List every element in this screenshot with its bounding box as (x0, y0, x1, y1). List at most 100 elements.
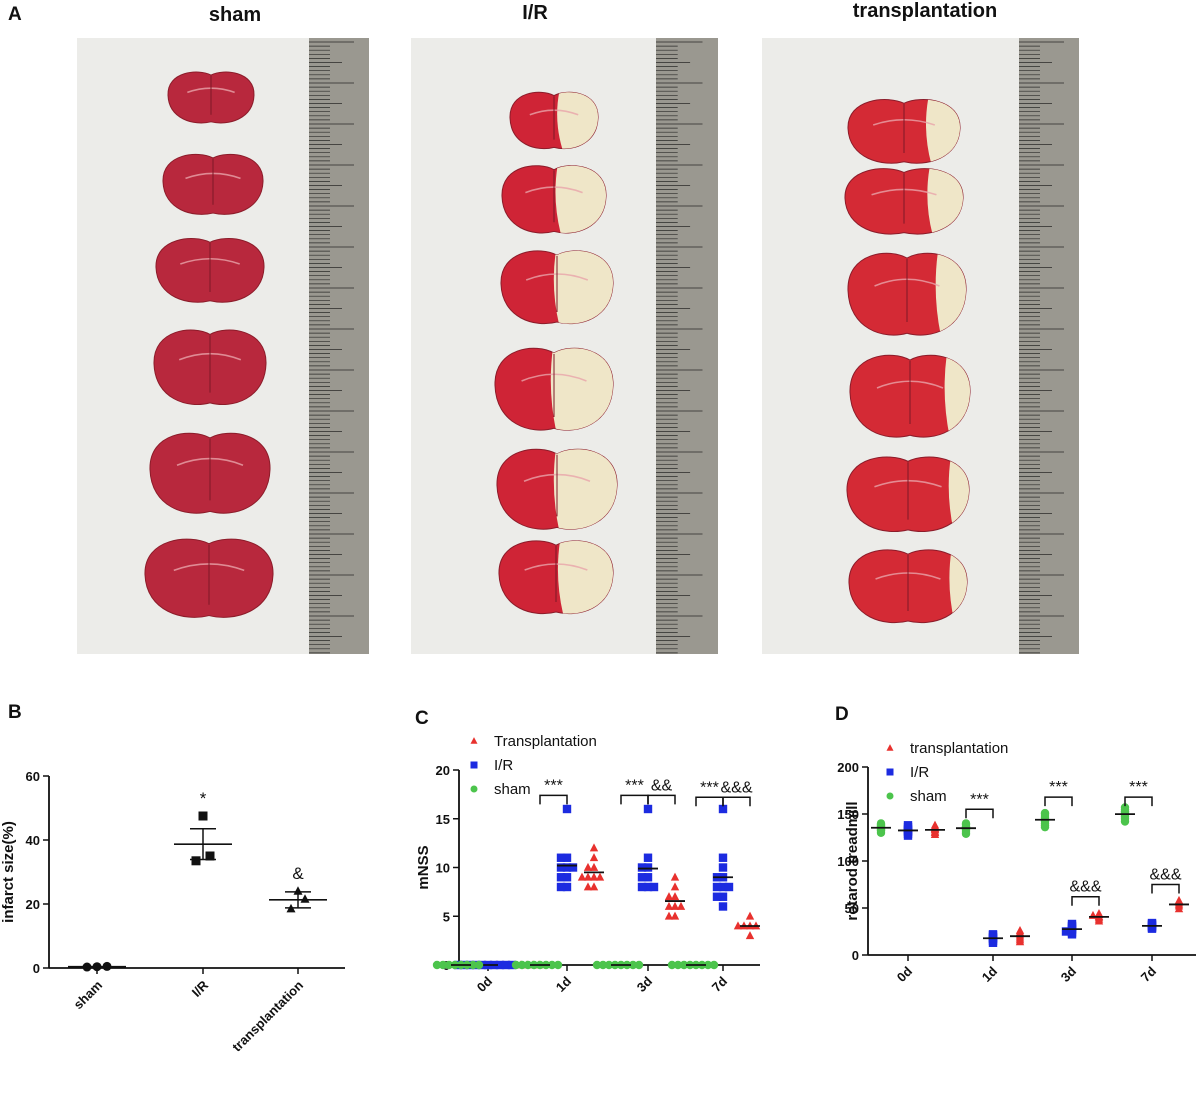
y-tick-label: 200 (837, 760, 859, 775)
data-point (1147, 919, 1157, 929)
data-point (676, 901, 686, 910)
data-point (589, 853, 599, 862)
x-tick-label: 1d (553, 973, 574, 994)
data-point (1067, 921, 1077, 931)
data-point (903, 826, 913, 836)
data-point (903, 831, 913, 840)
data-point (1147, 924, 1157, 933)
brain-slice (162, 153, 264, 215)
data-point (589, 872, 599, 881)
legend-label: sham (494, 781, 531, 798)
significance-label: *** (970, 791, 989, 808)
data-point (988, 930, 998, 939)
data-point (670, 911, 680, 920)
data-point (82, 962, 92, 972)
data-point (930, 823, 940, 832)
legend-marker (470, 737, 478, 744)
y-tick-label: 60 (26, 769, 40, 784)
data-point (198, 811, 208, 821)
infarct-region (944, 355, 971, 438)
brain-slice (849, 354, 971, 438)
brain-slice (167, 71, 255, 124)
data-point (598, 960, 608, 970)
data-point (438, 960, 448, 970)
data-point (930, 828, 940, 837)
data-point (1015, 931, 1025, 940)
brain-photo-sham (77, 38, 369, 654)
brain-slice (501, 165, 607, 234)
significance-bracket (539, 794, 568, 805)
data-point (988, 936, 998, 946)
data-point (556, 873, 566, 882)
data-point (604, 960, 614, 970)
data-point (492, 960, 502, 969)
data-point (456, 960, 466, 970)
brain-slice (144, 538, 274, 618)
significance-bracket (722, 796, 751, 807)
data-point (930, 827, 940, 836)
data-point (1147, 918, 1157, 928)
data-point (637, 863, 647, 872)
data-point (876, 825, 886, 835)
data-point (685, 960, 695, 970)
ruler (309, 38, 369, 654)
data-point (1067, 925, 1077, 934)
data-point (1120, 814, 1130, 823)
data-point (1174, 901, 1184, 910)
y-axis-label: mNSS (415, 845, 432, 889)
data-point (465, 960, 475, 970)
brain-slices-sham (77, 38, 369, 654)
data-point (583, 882, 593, 891)
data-point (961, 823, 971, 833)
data-point (471, 960, 481, 970)
y-tick-label: 50 (845, 901, 859, 916)
data-point (903, 824, 913, 834)
data-point (450, 960, 460, 970)
brain-slice (846, 456, 970, 533)
y-tick-label: 0 (33, 961, 40, 976)
brain-slice (149, 432, 271, 514)
data-point (961, 827, 971, 837)
data-point (876, 821, 886, 830)
x-tick-label: 0d (894, 963, 915, 984)
data-point (628, 960, 638, 970)
data-point (468, 960, 478, 970)
significance-label: &&& (1149, 867, 1181, 884)
data-point (523, 960, 533, 970)
data-point (592, 960, 602, 970)
data-point (718, 882, 728, 892)
data-point (712, 882, 722, 892)
data-point (480, 960, 490, 969)
data-point (583, 862, 593, 871)
data-point (903, 829, 913, 838)
data-point (718, 853, 728, 862)
data-point (876, 828, 886, 837)
data-point (691, 960, 701, 970)
x-tick-label: sham (70, 978, 105, 1013)
significance-label: *** (544, 777, 563, 794)
data-point (483, 960, 493, 970)
data-point (92, 962, 102, 972)
data-point (610, 960, 620, 970)
data-point (486, 960, 496, 969)
data-point (1040, 817, 1050, 826)
legend-label: transplantation (910, 740, 1008, 757)
data-point (1088, 910, 1098, 919)
x-tick-label: 3d (1058, 963, 1079, 984)
data-point (1061, 927, 1071, 936)
data-point (703, 960, 713, 970)
data-point (988, 931, 998, 940)
data-point (501, 960, 511, 970)
y-tick-label: 150 (837, 807, 859, 822)
brain-slice (500, 250, 614, 325)
data-point (577, 872, 587, 881)
data-point (724, 882, 734, 892)
data-point (1147, 921, 1157, 931)
data-point (589, 843, 599, 852)
data-point (1015, 935, 1025, 944)
legend-label: I/R (910, 764, 929, 781)
brain-slice (153, 329, 267, 406)
x-tick-label: 3d (634, 973, 655, 994)
data-point (930, 825, 940, 834)
data-point (1120, 806, 1130, 816)
